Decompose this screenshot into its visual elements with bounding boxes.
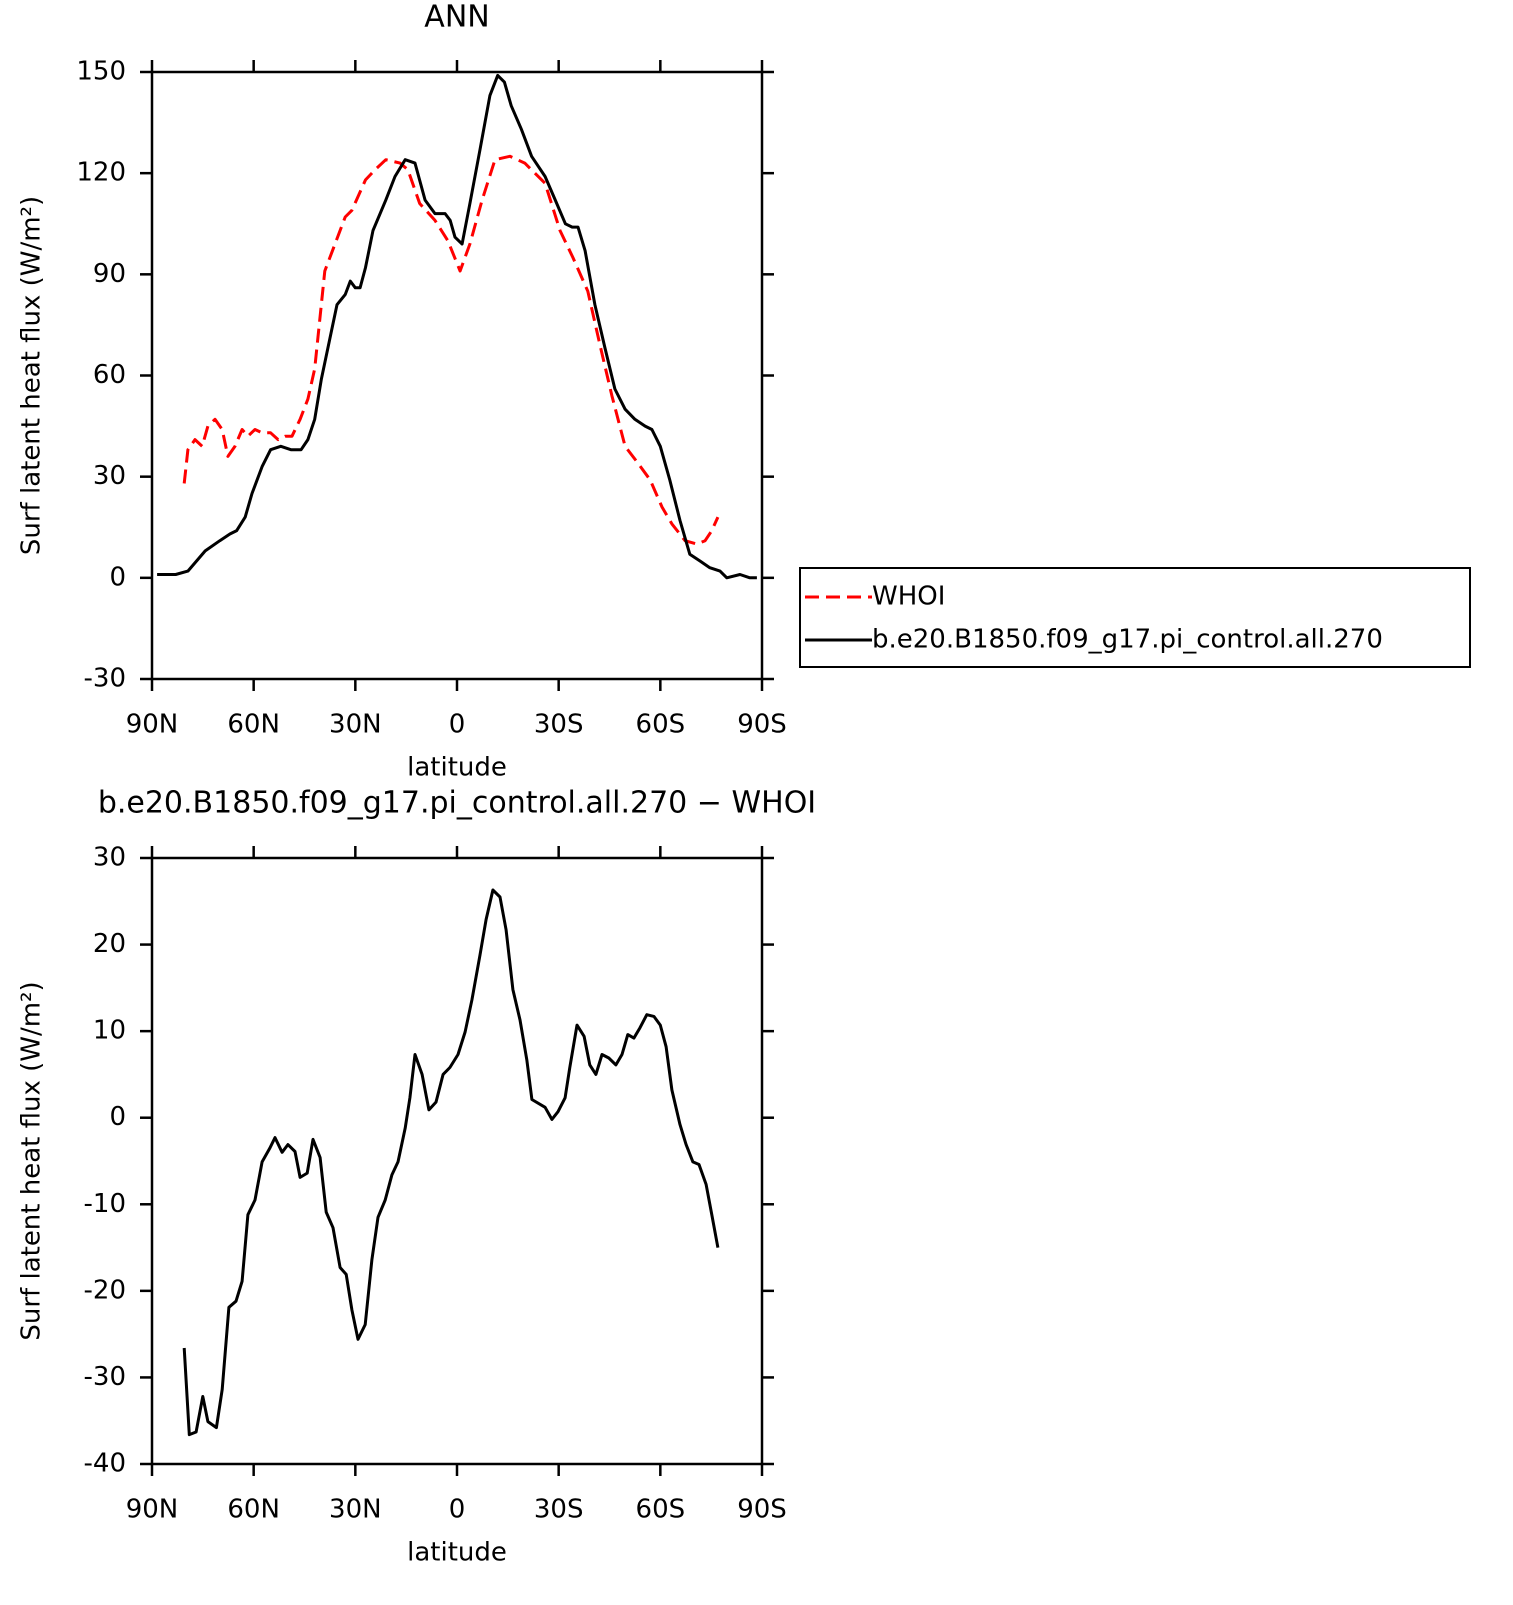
- y-tick-label: 30: [93, 843, 126, 873]
- plot-frame: [150, 70, 764, 681]
- legend-label: WHOI: [872, 582, 945, 612]
- x-tick-label: 90S: [737, 1495, 787, 1525]
- plot-frame: [150, 856, 764, 1466]
- y-tick-label: 30: [93, 461, 126, 491]
- y-tick-label: -40: [84, 1449, 126, 1479]
- x-axis-label: latitude: [407, 753, 507, 783]
- y-tick-label: -30: [84, 1362, 126, 1392]
- y-axis-label: Surf latent heat flux (W/m²): [17, 981, 47, 1340]
- x-tick-label: 60S: [636, 710, 686, 740]
- x-tick-label: 60S: [636, 1495, 686, 1525]
- y-axis-label: Surf latent heat flux (W/m²): [17, 196, 47, 555]
- x-axis-label: latitude: [407, 1538, 507, 1568]
- x-tick-label: 90N: [126, 1495, 179, 1525]
- y-tick-label: 20: [93, 929, 126, 959]
- x-tick-label: 30N: [329, 1495, 382, 1525]
- x-tick-label: 90N: [126, 710, 179, 740]
- x-tick-label: 0: [449, 1495, 466, 1525]
- y-tick-label: -10: [84, 1189, 126, 1219]
- y-tick-label: -30: [84, 664, 126, 694]
- x-tick-label: 30S: [534, 1495, 584, 1525]
- legend-box: [799, 567, 1471, 668]
- data-line: [182, 888, 720, 1437]
- x-tick-label: 30S: [534, 710, 584, 740]
- y-tick-label: 90: [93, 259, 126, 289]
- x-tick-label: 30N: [329, 710, 382, 740]
- y-tick-label: 10: [93, 1016, 126, 1046]
- data-line: [157, 73, 757, 580]
- x-tick-label: 60N: [227, 710, 280, 740]
- y-tick-label: 0: [109, 562, 126, 592]
- y-tick-label: 120: [76, 158, 126, 188]
- x-tick-label: 90S: [737, 710, 787, 740]
- chart-title: ANN: [424, 0, 489, 35]
- x-tick-label: 0: [449, 710, 466, 740]
- chart-title: b.e20.B1850.f09_g17.pi_control.all.270 −…: [98, 786, 816, 821]
- y-tick-label: 60: [93, 360, 126, 390]
- x-tick-label: 60N: [227, 1495, 280, 1525]
- legend-label: b.e20.B1850.f09_g17.pi_control.all.270: [872, 625, 1383, 655]
- y-tick-label: 0: [109, 1102, 126, 1132]
- data-line: [182, 154, 720, 546]
- y-tick-label: 150: [76, 57, 126, 87]
- y-tick-label: -20: [84, 1275, 126, 1305]
